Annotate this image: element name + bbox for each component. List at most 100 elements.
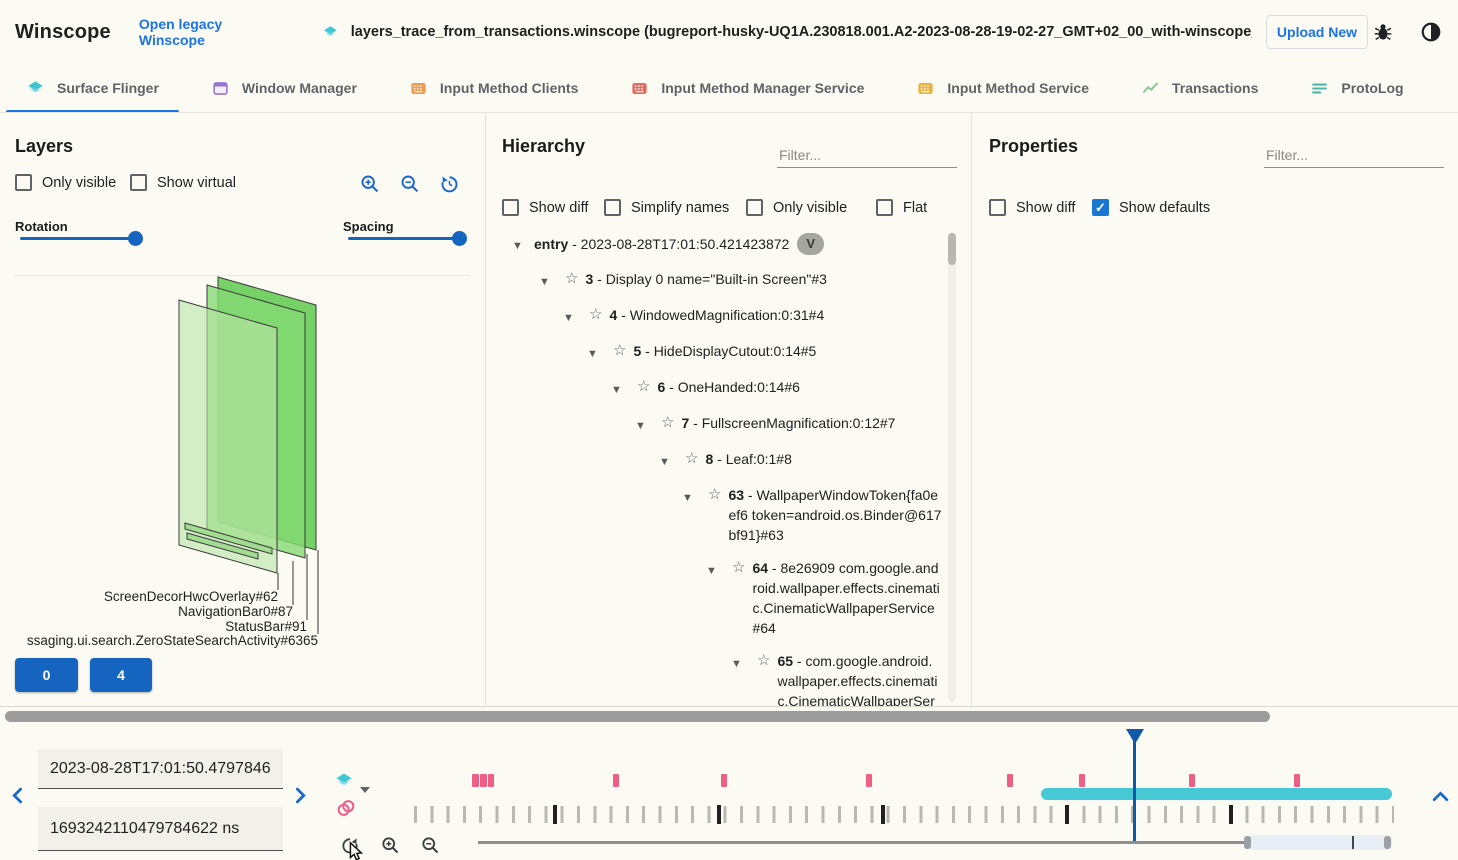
collapse-caret-icon[interactable]: ▼ <box>706 565 717 577</box>
hierarchy-flat-checkbox[interactable]: Flat <box>876 199 927 216</box>
trace-dropdown-caret-icon[interactable] <box>360 787 370 793</box>
tab-window-manager[interactable]: Window Manager <box>185 64 383 112</box>
collapse-caret-icon[interactable]: ▼ <box>611 384 622 396</box>
transition-marker[interactable] <box>488 774 494 787</box>
pin-star-icon[interactable]: ☆ <box>757 652 771 669</box>
collapse-caret-icon[interactable]: ▼ <box>563 312 574 324</box>
rotation-slider[interactable] <box>20 237 136 240</box>
layer-rect-statusbar[interactable] <box>186 532 259 560</box>
pin-star-icon[interactable]: ☆ <box>708 486 722 503</box>
report-bug-button[interactable] <box>1368 17 1398 47</box>
pin-star-icon[interactable]: ☆ <box>565 270 579 287</box>
zoom-in-button[interactable] <box>357 171 381 195</box>
pin-star-icon[interactable]: ☆ <box>637 378 651 395</box>
display-0-button[interactable]: 0 <box>15 658 78 692</box>
timeline-zoom-out-button[interactable] <box>419 834 441 856</box>
layer-rect-front[interactable] <box>178 299 278 574</box>
collapse-caret-icon[interactable]: ▼ <box>682 492 693 504</box>
ruler-major-tick <box>717 805 721 824</box>
zoom-range-window[interactable] <box>1247 835 1392 850</box>
spacing-slider-thumb[interactable] <box>452 231 467 246</box>
tree-row[interactable]: ▼ ☆ 5 - HideDisplayCutout:0:14#5 <box>587 341 971 364</box>
tree-row[interactable]: ▼ ☆ 3 - Display 0 name="Built-in Screen"#… <box>539 269 971 292</box>
hierarchy-show-diff-checkbox[interactable]: Show diff <box>502 199 588 216</box>
hierarchy-only-visible-checkbox[interactable]: Only visible <box>746 199 847 216</box>
timeline-zoom-in-button[interactable] <box>379 834 401 856</box>
properties-show-defaults-checkbox[interactable]: ✓ Show defaults <box>1092 199 1210 216</box>
collapse-caret-icon[interactable]: ▼ <box>731 658 742 670</box>
previous-entry-button[interactable] <box>10 787 27 807</box>
playhead-handle[interactable] <box>1126 729 1144 744</box>
hierarchy-scrollbar-thumb[interactable] <box>948 233 956 265</box>
transition-marker[interactable] <box>1189 774 1195 787</box>
zoom-out-button[interactable] <box>397 171 421 195</box>
collapse-caret-icon[interactable]: ▼ <box>512 240 523 252</box>
hierarchy-scrollbar-track[interactable] <box>948 232 956 702</box>
tab-input-method-service[interactable]: Input Method Service <box>890 64 1115 112</box>
tab-transitions[interactable]: Tra <box>1430 64 1458 113</box>
tree-row[interactable]: ▼ ☆ 64 - 8e26909 com.google.android.wallp… <box>706 559 940 636</box>
tree-row-entry[interactable]: ▼ entry - 2023-08-28T17:01:50.421423872 V <box>512 233 971 256</box>
show-virtual-checkbox[interactable]: Show virtual <box>130 174 236 191</box>
transition-marker[interactable] <box>472 774 479 787</box>
tab-input-method-manager-service[interactable]: Input Method Manager Service <box>604 64 890 112</box>
collapse-caret-icon[interactable]: ▼ <box>539 276 550 288</box>
collapse-caret-icon[interactable]: ▼ <box>659 456 670 468</box>
tab-transactions[interactable]: Transactions <box>1115 64 1284 112</box>
transition-marker[interactable] <box>1079 774 1085 787</box>
transition-marker[interactable] <box>866 774 872 787</box>
transitions-track-icon[interactable] <box>335 797 357 819</box>
surface-flinger-track-icon[interactable] <box>334 771 354 791</box>
transition-marker[interactable] <box>480 774 487 787</box>
timestamp-readable-input[interactable] <box>38 749 283 789</box>
mouse-cursor <box>344 841 366 860</box>
spacing-slider[interactable] <box>348 237 460 240</box>
zoom-range-right-handle[interactable] <box>1384 836 1391 849</box>
timeline-scrollbar-thumb[interactable] <box>5 711 1270 722</box>
pin-star-icon[interactable]: ☆ <box>685 450 699 467</box>
next-entry-button[interactable] <box>291 787 308 807</box>
display-4-button[interactable]: 4 <box>90 658 152 692</box>
visibility-chip: V <box>797 233 824 255</box>
transition-marker[interactable] <box>1007 774 1013 787</box>
only-visible-checkbox[interactable]: Only visible <box>15 174 116 191</box>
hierarchy-simplify-names-checkbox[interactable]: Simplify names <box>604 199 729 216</box>
tree-row[interactable]: ▼ ☆ 4 - WindowedMagnification:0:31#4 <box>563 305 971 328</box>
zoom-range-left-handle[interactable] <box>1244 836 1251 849</box>
zoom-range-position-mark <box>1352 836 1354 849</box>
collapse-caret-icon[interactable]: ▼ <box>635 420 646 432</box>
winscope-file-layers-icon <box>322 23 339 42</box>
reset-view-button[interactable] <box>437 171 461 195</box>
tab-input-method-clients[interactable]: Input Method Clients <box>383 64 604 112</box>
collapse-caret-icon[interactable]: ▼ <box>587 348 598 360</box>
layer-rect-navbar[interactable] <box>184 522 273 555</box>
transition-range-bar[interactable] <box>1041 788 1392 800</box>
open-legacy-link[interactable]: Open legacy Winscope <box>138 16 223 48</box>
tree-row[interactable]: ▼ ☆ 65 - com.google.android.wallpaper.eff… <box>731 652 938 706</box>
pin-star-icon[interactable]: ☆ <box>613 342 627 359</box>
upload-new-button[interactable]: Upload New <box>1265 15 1369 49</box>
pin-star-icon[interactable]: ☆ <box>661 414 675 431</box>
keyboard-icon <box>630 79 649 98</box>
tab-surface-flinger[interactable]: Surface Flinger <box>0 64 185 112</box>
pin-star-icon[interactable]: ☆ <box>732 559 746 576</box>
tree-row[interactable]: ▼ ☆ 7 - FullscreenMagnification:0:12#7 <box>635 413 971 436</box>
timeline-ruler[interactable] <box>414 806 1394 823</box>
tab-protolog[interactable]: ProtoLog <box>1284 64 1429 112</box>
timestamp-ns-input[interactable] <box>38 807 283 851</box>
tree-row[interactable]: ▼ ☆ 63 - WallpaperWindowToken{fa0eef6 tok… <box>682 486 942 543</box>
hierarchy-filter-input[interactable] <box>777 143 957 168</box>
transition-marker[interactable] <box>721 774 727 787</box>
expand-timeline-button[interactable] <box>1432 788 1449 808</box>
properties-filter-input[interactable] <box>1264 143 1444 168</box>
layers-3d-canvas[interactable]: ScreenDecorHwcOverlay#62 NavigationBar0#… <box>0 256 486 706</box>
dark-mode-toggle[interactable] <box>1416 17 1446 47</box>
zoom-range-track[interactable] <box>478 841 1247 844</box>
properties-show-diff-checkbox[interactable]: Show diff <box>989 199 1075 216</box>
transition-marker[interactable] <box>1294 774 1300 787</box>
transition-marker[interactable] <box>613 774 619 787</box>
pin-star-icon[interactable]: ☆ <box>589 306 603 323</box>
tree-row[interactable]: ▼ ☆ 6 - OneHanded:0:14#6 <box>611 377 971 400</box>
tree-row[interactable]: ▼ ☆ 8 - Leaf:0:1#8 <box>659 449 971 472</box>
rotation-slider-thumb[interactable] <box>128 231 143 246</box>
